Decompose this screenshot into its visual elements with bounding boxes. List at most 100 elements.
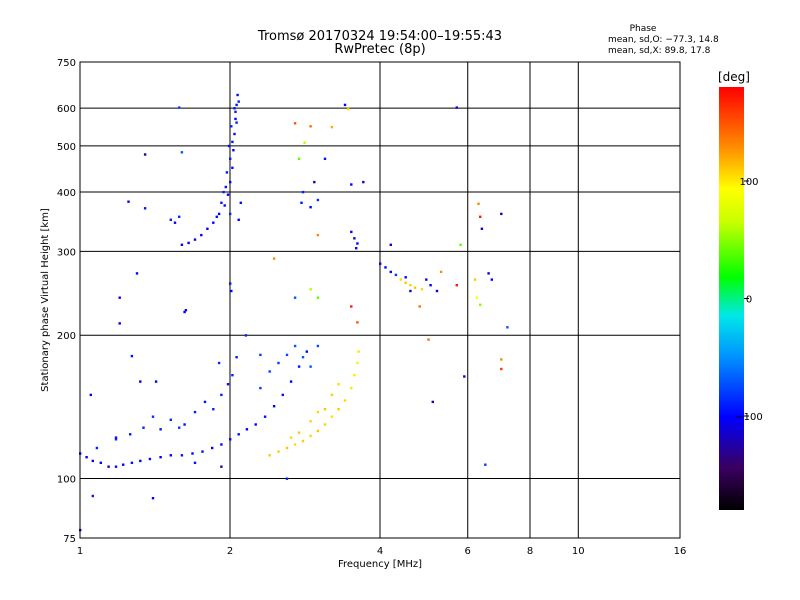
data-point <box>206 227 209 230</box>
data-point <box>129 433 132 436</box>
data-point <box>459 243 462 246</box>
data-point <box>379 262 382 265</box>
data-point <box>420 288 424 291</box>
y-tick-label: 300 <box>57 247 76 258</box>
data-point <box>425 278 428 281</box>
data-point <box>187 241 190 245</box>
data-point <box>180 243 184 246</box>
data-point <box>309 420 312 423</box>
y-axis-ticks: 75 100 200 300 400 500 600 750 <box>57 58 76 545</box>
data-point <box>309 434 312 438</box>
data-point <box>479 303 482 306</box>
data-point <box>355 247 358 250</box>
data-point <box>272 405 276 408</box>
data-point <box>337 383 340 386</box>
data-point <box>353 237 356 240</box>
data-point <box>463 375 466 378</box>
data-point <box>235 121 238 124</box>
data-point <box>107 465 110 468</box>
data-point <box>484 463 487 466</box>
data-point <box>389 243 392 246</box>
data-point <box>272 257 276 260</box>
data-point <box>475 296 478 299</box>
data-point <box>223 204 226 207</box>
data-point <box>212 408 215 411</box>
data-point <box>154 380 158 383</box>
data-point <box>337 408 340 411</box>
data-point <box>490 278 493 281</box>
data-point <box>234 117 237 121</box>
data-point <box>413 286 417 289</box>
data-point <box>285 353 289 357</box>
phase-box-line-x: mean, sd,X: 89.8, 17.8 <box>608 46 711 56</box>
data-point <box>316 233 320 237</box>
data-point <box>330 415 334 418</box>
x-tick-label: 1 <box>77 546 83 557</box>
data-point <box>193 461 197 464</box>
data-point <box>480 227 484 230</box>
data-point <box>114 438 118 441</box>
data-point <box>477 202 480 205</box>
y-axis-label: Stationary phase Virtual Height [km] <box>40 208 51 392</box>
data-point <box>178 215 181 218</box>
data-point <box>151 497 155 500</box>
data-point <box>350 183 353 186</box>
data-point <box>231 140 234 144</box>
data-point <box>389 270 392 274</box>
data-point <box>316 296 320 299</box>
data-point <box>95 446 99 450</box>
data-point <box>285 446 289 450</box>
data-point <box>293 122 297 125</box>
x-axis-label: Frequency [MHz] <box>338 559 422 570</box>
data-point <box>309 365 312 368</box>
data-point <box>143 153 147 156</box>
data-point <box>220 201 223 204</box>
data-point <box>479 215 482 218</box>
data-point <box>309 288 312 291</box>
data-point <box>91 494 94 498</box>
y-tick-label: 200 <box>57 331 76 342</box>
data-point <box>281 393 284 397</box>
chart-title: Tromsø 20170324 19:54:00–19:55:43 <box>257 29 502 44</box>
data-point <box>309 125 312 128</box>
data-point <box>350 305 353 308</box>
data-point <box>362 180 365 184</box>
data-point <box>230 289 233 293</box>
data-point <box>455 284 458 287</box>
colorbar <box>719 87 744 510</box>
data-point <box>130 354 134 358</box>
data-point <box>254 423 257 426</box>
data-point <box>222 190 225 194</box>
data-point <box>235 103 238 107</box>
data-point <box>143 207 147 210</box>
data-point <box>357 350 360 353</box>
x-axis-ticks: 1 2 4 6 8 10 16 <box>77 546 687 557</box>
y-tick-label: 400 <box>57 188 76 199</box>
data-point <box>439 270 443 274</box>
data-point <box>191 452 194 455</box>
data-point <box>245 428 249 431</box>
data-point <box>316 429 320 433</box>
data-point <box>229 157 232 160</box>
data-point <box>244 334 248 337</box>
data-point <box>277 361 280 365</box>
data-point <box>229 212 232 216</box>
y-tick-label: 75 <box>63 534 76 545</box>
data-point <box>159 428 162 431</box>
data-point <box>237 433 240 436</box>
data-point <box>220 393 223 397</box>
data-point <box>356 321 359 324</box>
y-tick-label: 600 <box>57 104 76 115</box>
data-point <box>313 180 316 184</box>
data-point <box>201 450 204 453</box>
data-point <box>347 107 350 111</box>
data-point <box>139 380 142 383</box>
data-point <box>431 400 434 404</box>
x-tick-label: 16 <box>674 546 687 557</box>
data-point <box>239 201 242 204</box>
data-point <box>259 353 262 357</box>
data-point <box>236 93 239 97</box>
data-point <box>203 400 207 404</box>
plot-grid <box>80 62 680 538</box>
data-point <box>293 443 297 446</box>
